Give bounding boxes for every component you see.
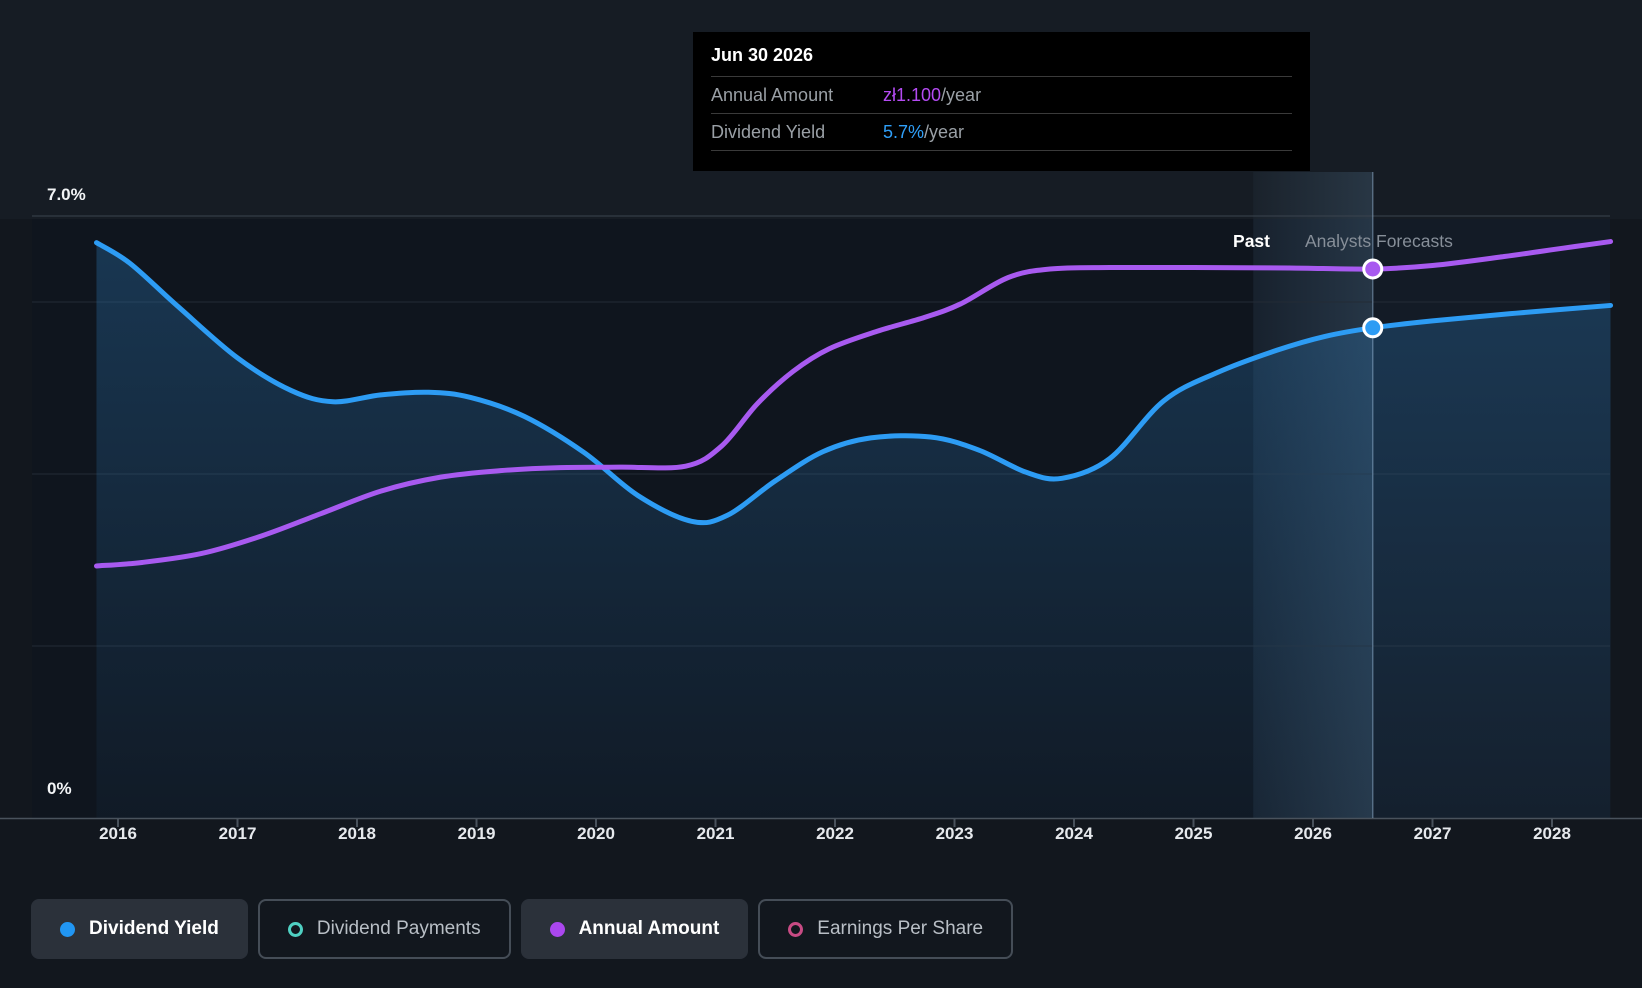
filled-dot-icon xyxy=(60,921,75,937)
year-label-2018: 2018 xyxy=(338,824,376,843)
past-zone-label: Past xyxy=(1233,231,1270,251)
year-label-2025: 2025 xyxy=(1174,824,1213,843)
legend-toggle-dividend-yield[interactable]: Dividend Yield xyxy=(31,899,248,959)
dividend-yield-chart[interactable] xyxy=(0,0,1642,870)
y-axis-max-label: 7.0% xyxy=(47,185,86,204)
year-label-2017: 2017 xyxy=(218,824,257,843)
legend-toggle-dividend-payments[interactable]: Dividend Payments xyxy=(257,899,511,959)
legend-toggle-annual-amount[interactable]: Annual Amount xyxy=(520,899,749,959)
y-axis-min-label: 0% xyxy=(47,779,72,798)
legend-label: Dividend Yield xyxy=(89,918,219,939)
year-label-2024: 2024 xyxy=(1055,824,1093,843)
year-label-2019: 2019 xyxy=(457,824,496,843)
tooltip-label: Annual Amount xyxy=(711,84,834,105)
tooltip-row-dividend-yield: Dividend Yield 5.7%/year xyxy=(711,114,1292,151)
tooltip-date: Jun 30 2026 xyxy=(711,32,1292,77)
legend-label: Dividend Payments xyxy=(316,918,481,939)
chart-legend: Dividend Yield Dividend Payments Annual Am… xyxy=(31,899,1014,959)
annual-amount-hover-marker xyxy=(1362,258,1384,280)
legend-label: Earnings Per Share xyxy=(817,918,984,939)
year-label-2020: 2020 xyxy=(577,824,615,843)
ring-icon xyxy=(788,921,804,937)
tooltip-row-annual-amount: Annual Amount zł1.100/year xyxy=(711,77,1292,114)
ring-icon xyxy=(287,921,303,937)
year-label-2028: 2028 xyxy=(1533,824,1571,843)
tooltip-label: Dividend Yield xyxy=(711,121,826,142)
year-label-2026: 2026 xyxy=(1294,824,1332,843)
year-label-2027: 2027 xyxy=(1413,824,1452,843)
dividend-yield-line xyxy=(93,240,1614,526)
tooltip-value: 5.7%/year xyxy=(883,121,965,142)
chart-tooltip: Jun 30 2026 Annual Amount zł1.100/year D… xyxy=(693,32,1310,171)
year-label-2016: 2016 xyxy=(99,824,137,843)
year-label-2023: 2023 xyxy=(935,824,974,843)
legend-label: Annual Amount xyxy=(578,918,720,939)
filled-dot-icon xyxy=(549,921,565,937)
analysts-forecasts-zone-label: Analysts Forecasts xyxy=(1305,231,1453,251)
tooltip-value: zł1.100/year xyxy=(883,84,982,105)
year-label-2022: 2022 xyxy=(816,824,854,843)
dividend-yield-area xyxy=(96,242,1611,818)
legend-toggle-earnings-per-share[interactable]: Earnings Per Share xyxy=(758,899,1014,959)
year-label-2021: 2021 xyxy=(696,824,735,843)
annual-amount-line xyxy=(93,239,1614,569)
dividend-yield-hover-marker xyxy=(1362,317,1384,339)
